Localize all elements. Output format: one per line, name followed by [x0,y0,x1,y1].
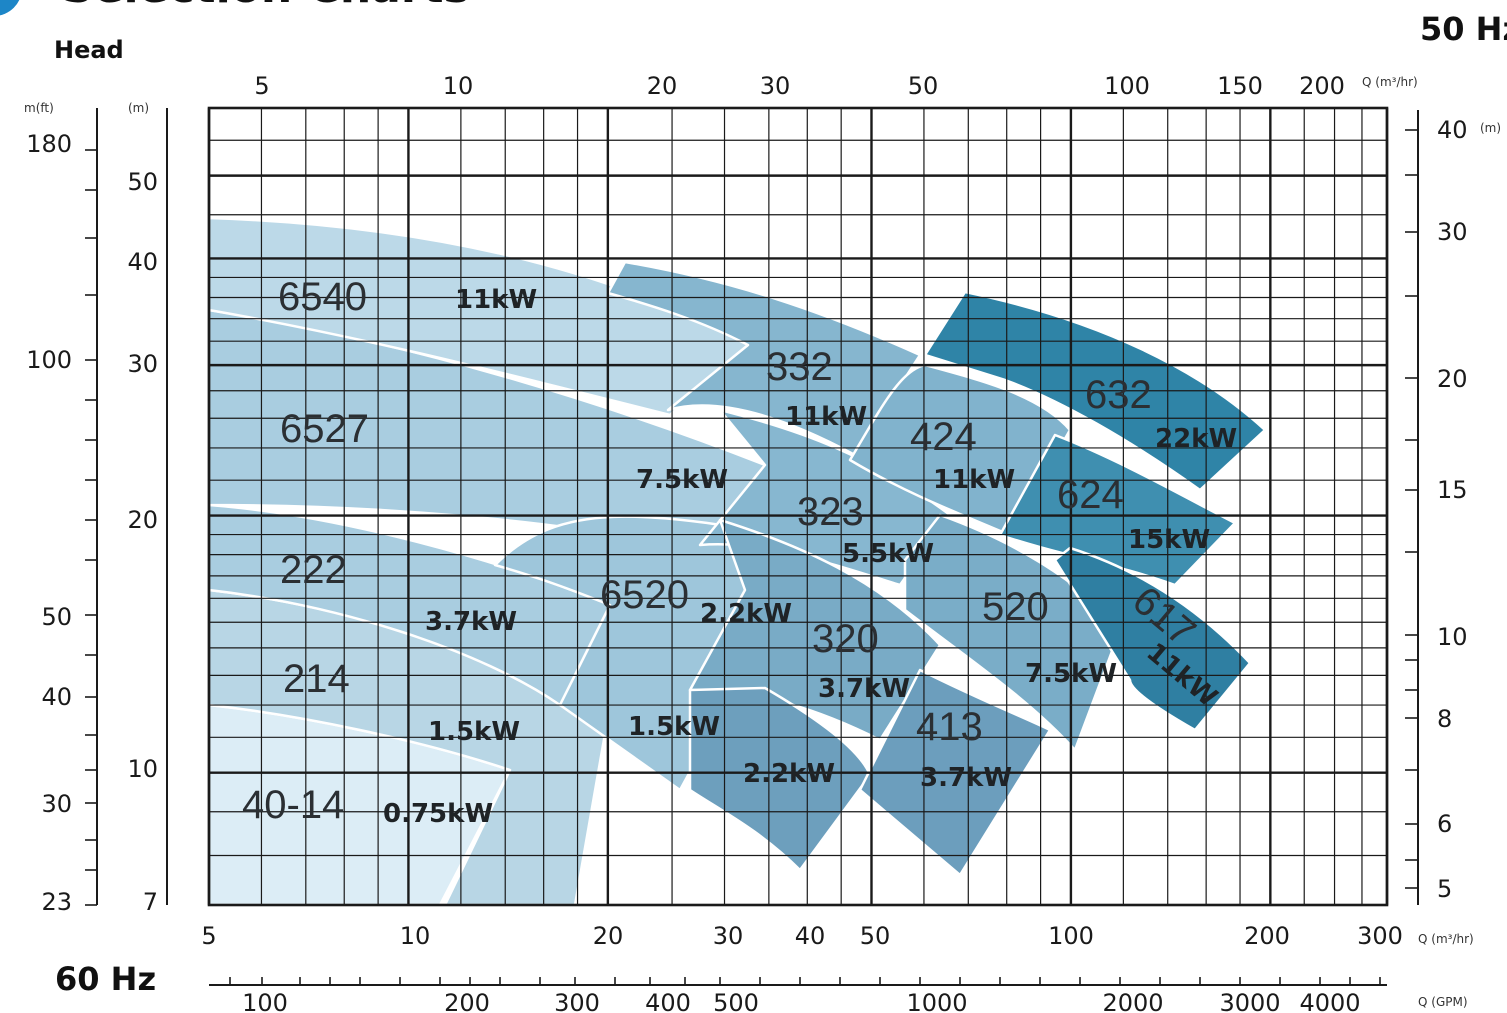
x-gpm-unit: Q (GPM) [1418,995,1468,1009]
region-power-label: 7.5kW [636,465,728,495]
y-m-tick-label: 10 [127,755,158,783]
hz-50-label: 50 Hz [1420,10,1507,48]
region-model-label: 6520 [600,573,689,617]
y-right-tick-label: 8 [1437,705,1452,733]
x-gpm-tick-label: 4000 [1299,989,1360,1013]
region-model-label: 413 [916,705,983,749]
region-power-label: 3.7kW [818,674,910,704]
x-top-unit: Q (m³/hr) [1362,75,1418,89]
axes: 5 10 20 30 50 100 150 200 Q (m³/hr) 5 10 20 30 40 50 10… [24,72,1501,1013]
region-power-label: 0.75kW [383,799,493,829]
y-ft-tick-label: 23 [41,888,72,916]
x-gpm-tick-label: 400 [645,989,691,1013]
x-gpm-tick-label: 500 [713,989,759,1013]
region-model-label: 632 [1085,373,1152,417]
title-bullet-icon [0,0,20,16]
y-right-tick-label: 40 [1437,116,1468,144]
y-m-unit: (m) [128,101,149,115]
x-top-tick-label: 50 [908,72,939,100]
x-gpm-tick-label: 2000 [1102,989,1163,1013]
y-right-tick-label: 15 [1437,476,1468,504]
region-power-label: 11kW [933,465,1015,495]
region-model-label: 332 [766,345,833,389]
y-right-tick-label: 20 [1437,365,1468,393]
region-power-label: 1.5kW [628,712,720,742]
region-model-label: 424 [910,415,977,459]
x-bottom-tick-label: 200 [1244,922,1290,950]
y-ft-tick-label: 30 [41,790,72,818]
x-bottom-tick-label: 10 [400,922,431,950]
region-power-label: 15kW [1128,525,1210,555]
x-gpm-tick-label: 100 [242,989,288,1013]
region-model-label: 624 [1057,473,1124,517]
region-power-label: 3.7kW [920,763,1012,793]
y-m-tick-label: 20 [127,506,158,534]
x-gpm-tick-label: 200 [444,989,490,1013]
y-right-tick-label: 30 [1437,218,1468,246]
grid-lines [207,106,1389,907]
region-model-label: 6540 [278,275,367,319]
x-gpm-tick-label: 1000 [906,989,967,1013]
y-right-tick-label: 5 [1437,875,1452,903]
x-bottom-tick-label: 30 [713,922,744,950]
region-model-label: 323 [797,490,864,534]
plot-border [207,106,1389,907]
y-m-tick-label: 30 [127,350,158,378]
region-power-label: 22kW [1155,424,1237,454]
region-power-label: 2.2kW [743,759,835,789]
chart-title: Selection Charts [62,0,470,13]
region-power-label: 7.5kW [1025,659,1117,689]
x-bottom-tick-label: 20 [593,922,624,950]
head-label: Head [54,36,124,64]
y-right-tick-label: 10 [1437,623,1468,651]
x-top-tick-label: 100 [1104,72,1150,100]
x-top-tick-label: 5 [254,72,269,100]
x-top-tick-label: 10 [443,72,474,100]
region-power-label: 2.2kW [700,599,792,629]
y-right-tick-label: 6 [1437,810,1452,838]
region-model-label: 6527 [280,407,369,451]
y-right-unit: (m) [1480,121,1501,135]
region-power-label: 11kW [785,402,867,432]
region-model-label: 520 [982,585,1049,629]
hz-60-label: 60 Hz [55,960,156,998]
x-top-tick-label: 30 [760,72,791,100]
region-model-label: 222 [280,548,347,592]
region-model-label: 320 [812,617,879,661]
x-top-tick-label: 200 [1299,72,1345,100]
x-bottom-tick-label: 5 [201,922,216,950]
y-m-tick-label: 50 [127,168,158,196]
region-power-label: 11kW [455,285,537,315]
region-model-label: 214 [283,657,350,701]
x-bottom-tick-label: 300 [1357,922,1403,950]
y-ft-tick-label: 100 [26,346,72,374]
region-power-label: 1.5kW [428,717,520,747]
x-top-tick-label: 150 [1217,72,1263,100]
y-ft-unit: m(ft) [24,101,54,115]
y-ft-tick-label: 40 [41,683,72,711]
region-model-label: 40-14 [242,783,344,827]
region-labels: 40-14 0.75kW 214 1.5kW 222 3.7kW 6527 7.5kW 6540… [242,275,1237,829]
region-power-label: 5.5kW [842,539,934,569]
region-320-low [688,686,872,872]
y-m-tick-label: 7 [143,888,158,916]
x-bottom-tick-label: 50 [860,922,891,950]
region-power-label: 3.7kW [425,607,517,637]
x-top-tick-label: 20 [647,72,678,100]
x-gpm-tick-label: 300 [554,989,600,1013]
x-gpm-tick-label: 3000 [1219,989,1280,1013]
x-bottom-tick-label: 100 [1048,922,1094,950]
region-520 [903,513,1122,752]
x-bottom-unit: Q (m³/hr) [1418,932,1474,946]
x-bottom-tick-label: 40 [795,922,826,950]
y-ft-tick-label: 50 [41,603,72,631]
region-332 [606,260,922,457]
y-ft-tick-label: 180 [26,130,72,158]
y-m-tick-label: 40 [127,248,158,276]
